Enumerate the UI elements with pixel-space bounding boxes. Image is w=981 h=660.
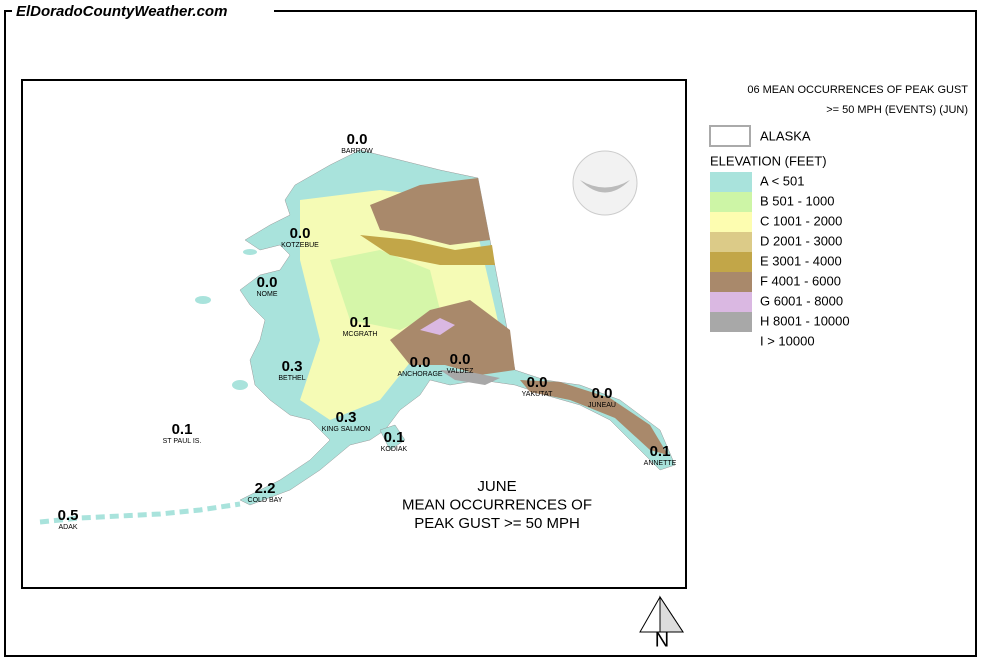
legend-swatch xyxy=(710,192,752,212)
station-value: 0.5 xyxy=(58,507,79,524)
station-value: 0.0 xyxy=(527,374,548,391)
station-value: 0.0 xyxy=(592,385,613,402)
peaks xyxy=(420,318,455,335)
island xyxy=(232,380,248,390)
compass-shade xyxy=(659,595,684,633)
station-value: 0.0 xyxy=(410,354,431,371)
legend-label: F 4001 - 6000 xyxy=(760,273,841,288)
aleutians xyxy=(39,501,241,525)
title-bg xyxy=(12,2,274,22)
island xyxy=(195,296,211,304)
station-name: KODIAK xyxy=(381,446,408,453)
station-name: BARROW xyxy=(341,148,373,155)
station-name: KOTZEBUE xyxy=(281,242,319,249)
station-name: KING SALMON xyxy=(322,426,371,433)
noaa-logo xyxy=(572,150,638,216)
station-value: 0.3 xyxy=(336,409,357,426)
brooks-range xyxy=(370,178,490,245)
legend-label: A < 501 xyxy=(760,173,804,188)
station-name: ADAK xyxy=(58,524,77,531)
hills xyxy=(330,250,440,330)
station-value: 0.1 xyxy=(384,429,405,446)
boundary-label: ALASKA xyxy=(760,128,811,143)
alaska-range xyxy=(390,300,515,375)
legend-label: C 1001 - 2000 xyxy=(760,213,842,228)
legend-label: B 501 - 1000 xyxy=(760,193,834,208)
station-value: 0.0 xyxy=(257,274,278,291)
station-name: MCGRATH xyxy=(343,331,378,338)
station-value: 0.1 xyxy=(350,314,371,331)
legend-label: E 3001 - 4000 xyxy=(760,253,842,268)
station-value: 0.1 xyxy=(172,421,193,438)
legend-title: >= 50 MPH (EVENTS) (JUN) xyxy=(826,104,968,116)
legend-swatch xyxy=(710,252,752,272)
station-name: BETHEL xyxy=(278,375,305,382)
caption-line: PEAK GUST >= 50 MPH xyxy=(414,515,580,532)
legend-swatch xyxy=(710,312,752,332)
legend: 06 MEAN OCCURRENCES OF PEAK GUST >= 50 M… xyxy=(709,84,968,348)
legend-title: 06 MEAN OCCURRENCES OF PEAK GUST xyxy=(747,84,968,96)
compass: N xyxy=(639,595,684,651)
station-name: VALDEZ xyxy=(447,368,474,375)
station-name: JUNEAU xyxy=(588,402,616,409)
kodiak xyxy=(379,424,406,451)
coast-range xyxy=(440,370,500,385)
island xyxy=(243,249,257,255)
station-value: 0.0 xyxy=(290,225,311,242)
legend-swatch xyxy=(710,172,752,192)
station-value: 0.1 xyxy=(650,443,671,460)
caption-line: MEAN OCCURRENCES OF xyxy=(402,496,592,513)
station-name: COLD BAY xyxy=(248,497,283,504)
range-foot xyxy=(360,235,495,265)
legend-swatch xyxy=(710,292,752,312)
boundary-swatch xyxy=(709,125,751,147)
legend-swatch xyxy=(710,272,752,292)
station-value: 0.0 xyxy=(347,131,368,148)
noaa-bird xyxy=(580,180,630,193)
station-value: 2.2 xyxy=(255,480,276,497)
caption-line: JUNE xyxy=(477,478,516,495)
station-name: ANNETTE xyxy=(644,460,677,467)
legend-swatch xyxy=(710,232,752,252)
stations: 0.0BARROW0.0KOTZEBUE0.0NOME0.1MCGRATH0.3… xyxy=(58,131,677,531)
compass-label: N xyxy=(655,629,669,651)
station-name: ANCHORAGE xyxy=(397,371,442,378)
alaska-map xyxy=(39,149,676,525)
legend-label: I > 10000 xyxy=(760,333,815,348)
elevation-title: ELEVATION (FEET) xyxy=(710,153,827,168)
site-title: ElDoradoCountyWeather.com xyxy=(16,3,227,20)
legend-swatch xyxy=(710,212,752,232)
outer-border xyxy=(4,10,977,657)
station-value: 0.0 xyxy=(450,351,471,368)
station-name: NOME xyxy=(257,291,278,298)
legend-label: D 2001 - 3000 xyxy=(760,233,842,248)
southeast xyxy=(520,380,668,455)
legend-label: G 6001 - 8000 xyxy=(760,293,843,308)
legend-label: H 8001 - 10000 xyxy=(760,313,850,328)
station-name: YAKUTAT xyxy=(522,391,553,398)
station-name: ST PAUL IS. xyxy=(163,438,202,445)
station-value: 0.3 xyxy=(282,358,303,375)
